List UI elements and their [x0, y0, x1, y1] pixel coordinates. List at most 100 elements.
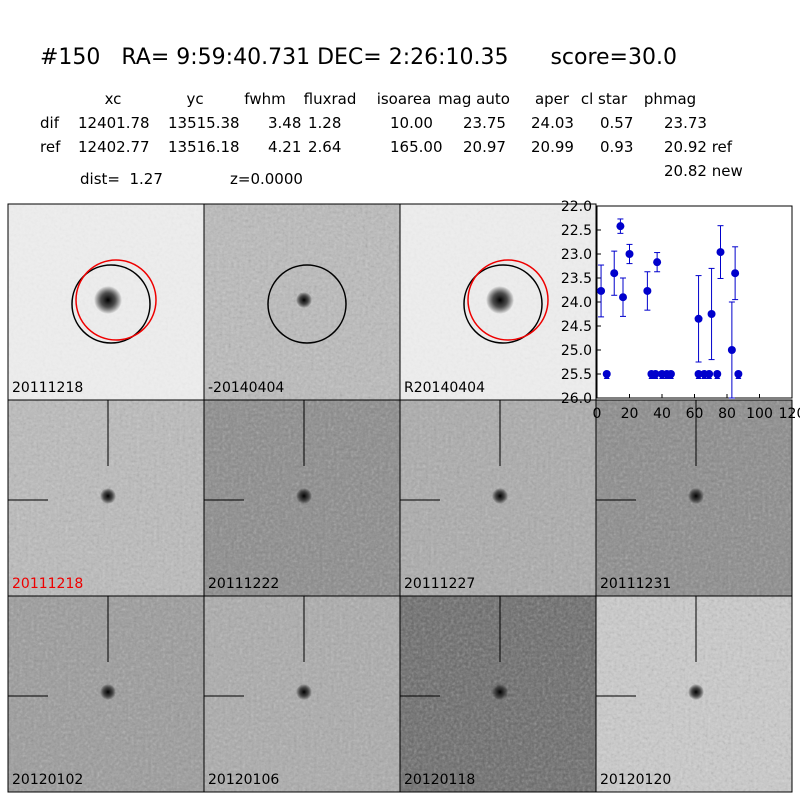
y-tick-label: 25.5 [561, 367, 592, 383]
column-header: yc [186, 90, 203, 108]
point [694, 314, 703, 323]
source [688, 684, 704, 700]
aperture-ref [467, 259, 549, 341]
stamp-label: 20111218 [12, 576, 83, 592]
y-tick-label: 22.0 [561, 199, 592, 215]
aperture [463, 264, 543, 344]
table-cell: 13515.38 [168, 114, 240, 132]
point [616, 222, 625, 231]
table-cell: dif [40, 114, 60, 132]
y-tick-label: 24.0 [561, 295, 592, 311]
table-cell: 1.28 [308, 114, 341, 132]
point [653, 258, 662, 267]
y-tick-label: 25.0 [561, 343, 592, 359]
stamp-label: 20111227 [404, 576, 475, 592]
point [610, 269, 619, 278]
source [94, 286, 122, 314]
point [727, 346, 736, 354]
x-tick-label: 100 [746, 406, 773, 422]
table-cell: 23.73 [664, 114, 707, 132]
table-cell: 20.97 [463, 138, 506, 156]
x-tick-label: 120 [779, 406, 800, 422]
table-cell: 165.00 [390, 138, 443, 156]
column-header: cl star [581, 90, 628, 108]
stamp-label: -20140404 [208, 380, 284, 396]
source [492, 488, 508, 504]
point [694, 370, 703, 378]
stamp-label: 20111222 [208, 576, 279, 592]
column-header: fluxrad [304, 90, 357, 108]
table-cell: 10.00 [390, 114, 433, 132]
column-header: fwhm [244, 90, 285, 108]
x-tick-label: 80 [718, 406, 736, 422]
point [734, 370, 743, 378]
y-tick-label: 23.5 [561, 271, 592, 287]
column-header: mag auto [438, 90, 510, 108]
table-cell: 20.92 ref [664, 138, 733, 156]
source [100, 488, 116, 504]
table-cell: 3.48 [268, 114, 301, 132]
stamp-label: 20111218 [12, 380, 83, 396]
point [602, 370, 611, 378]
dist: dist= 1.27 [80, 170, 163, 188]
lightcurve: 22.0 22.5 23.0 23.5 24.0 24.5 25.0 25.5 26.00 20 4… [561, 199, 800, 422]
stamp-label: 20120120 [600, 772, 671, 788]
x-tick-label: 0 [593, 406, 602, 422]
table-cell: 12402.77 [78, 138, 150, 156]
table-cell: 2.64 [308, 138, 341, 156]
source [486, 286, 514, 314]
stamp-grid: 20111218 -20140404 R20140404 20111218 201112… [7, 203, 793, 793]
phmag-new: 20.82 new [664, 162, 743, 180]
source [492, 684, 508, 700]
point [707, 310, 716, 318]
y-tick-label: 22.5 [561, 223, 592, 239]
stamp-label: 20120102 [12, 772, 83, 788]
plot-area [596, 205, 793, 399]
table-cell: 23.75 [463, 114, 506, 132]
source [688, 488, 704, 504]
point [643, 286, 652, 295]
y-tick-label: 26.0 [561, 391, 592, 407]
source [296, 488, 312, 504]
aperture [267, 264, 347, 344]
x-tick-label: 40 [653, 406, 671, 422]
table-cell: 24.03 [531, 114, 574, 132]
point [597, 286, 606, 295]
point [619, 293, 627, 302]
point [625, 250, 634, 258]
table-cell: 0.57 [600, 114, 633, 132]
stamp-border [595, 595, 793, 793]
table-cell: 0.93 [600, 138, 633, 156]
stamp-label: R20140404 [404, 380, 485, 396]
point [713, 370, 722, 378]
aperture-ref [75, 259, 157, 341]
source [100, 684, 116, 700]
source [296, 684, 312, 700]
x-tick-label: 60 [686, 406, 704, 422]
point [716, 248, 725, 257]
source [296, 292, 312, 308]
column-header: phmag [644, 90, 696, 108]
point [651, 370, 660, 378]
table-cell: 4.21 [268, 138, 301, 156]
aperture [71, 264, 151, 344]
y-tick-label: 23.0 [561, 247, 592, 263]
point [666, 370, 675, 378]
column-header: xc [105, 90, 122, 108]
y-tick-label: 24.5 [561, 319, 592, 335]
point [705, 370, 714, 378]
stamp-label: 20120118 [404, 772, 475, 788]
table-cell: 13516.18 [168, 138, 240, 156]
redshift: z=0.0000 [230, 170, 303, 188]
column-header: isoarea [377, 90, 432, 108]
title: #150 RA= 9:59:40.731 DEC= 2:26:10.35 sco… [40, 45, 677, 70]
table-cell: 12401.78 [78, 114, 150, 132]
column-header: aper [535, 90, 570, 108]
stamp-label: 20120106 [208, 772, 279, 788]
x-tick-label: 20 [621, 406, 639, 422]
point [731, 269, 740, 278]
stamp-label: 20111231 [600, 576, 671, 592]
table-cell: 20.99 [531, 138, 574, 156]
table-cell: ref [40, 138, 61, 156]
